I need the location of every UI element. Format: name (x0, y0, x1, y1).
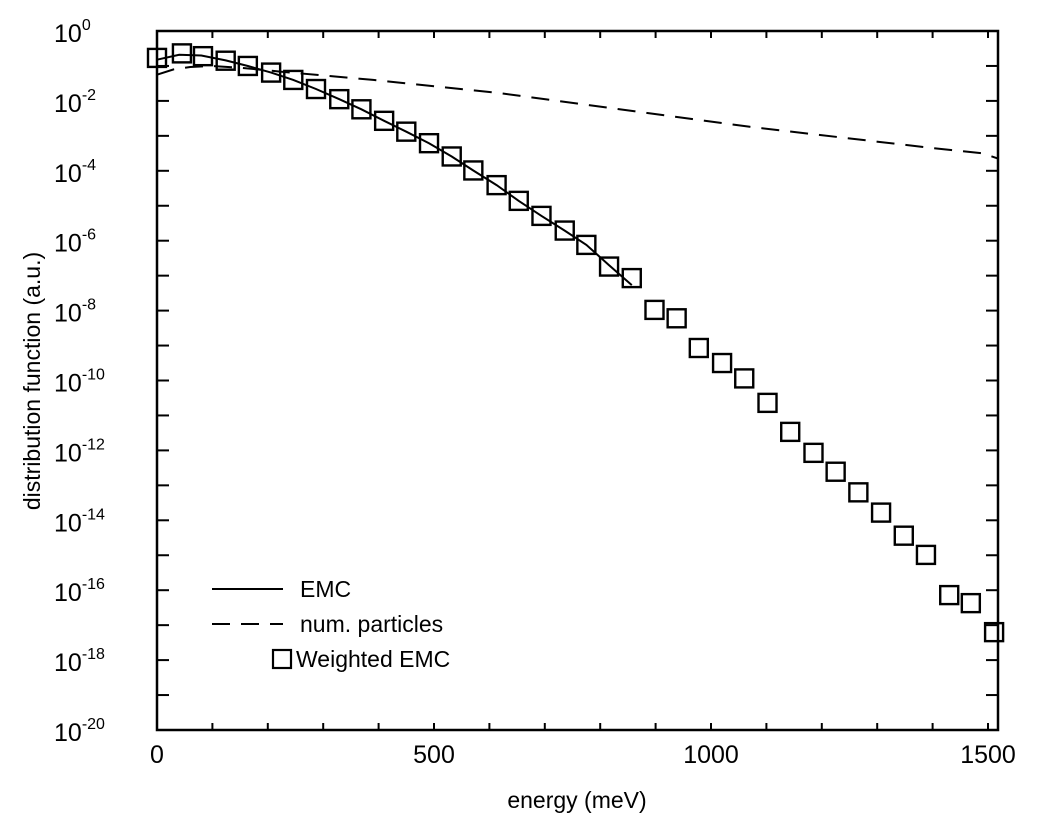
weighted-emc-marker (711, 352, 733, 374)
y-tick-base: 10 (54, 439, 82, 467)
weighted-emc-marker (486, 174, 507, 196)
y-tick-base: 10 (54, 230, 82, 258)
y-tick-base: 10 (54, 719, 82, 747)
weighted-emc-marker (351, 99, 372, 120)
y-tick-label: 10-10 (54, 367, 105, 398)
y-tick-exponent: 0 (82, 17, 91, 34)
x-tick-label: 0 (150, 741, 164, 769)
weighted-emc-marker (621, 267, 642, 289)
weighted-emc-marker (666, 308, 687, 329)
weighted-emc-marker (329, 88, 350, 110)
weighted-emc-marker (554, 220, 575, 241)
weighted-emc-marker (803, 442, 824, 464)
legend-label: EMC (300, 576, 351, 602)
plot-frame (155, 29, 1000, 732)
emc-line (156, 53, 633, 286)
x-tick-label: 1500 (960, 741, 1016, 769)
weighted-emc-marker (305, 78, 327, 100)
y-tick-base: 10 (54, 649, 82, 677)
weighted-emc-marker (237, 55, 259, 77)
weighted-emc-marker (780, 421, 801, 443)
y-tick-base: 10 (54, 160, 82, 188)
num-particles-line (156, 64, 999, 160)
axes (155, 29, 1000, 732)
y-tick-base: 10 (54, 20, 82, 48)
weighted-emc-marker (825, 461, 846, 482)
y-tick-exponent: -16 (82, 576, 105, 593)
y-tick-exponent: -18 (82, 646, 105, 663)
weighted-emc-marker (598, 256, 620, 277)
y-tick-base: 10 (54, 370, 82, 398)
weighted-emc-marker (373, 110, 395, 132)
weighted-emc-marker (688, 337, 710, 359)
weighted-emc-marker (848, 482, 869, 503)
weighted-emc-marker (508, 190, 529, 212)
legend: EMC num. particles Weighted EMC (212, 576, 450, 672)
y-tick-label: 10-6 (54, 227, 96, 258)
weighted-emc-marker (215, 50, 236, 71)
weighted-emc-marker (960, 592, 982, 614)
weighted-emc-marker (531, 205, 552, 227)
y-tick-label: 10-12 (54, 436, 105, 467)
weighted-emc-marker (418, 132, 440, 154)
weighted-emc-marker (734, 368, 755, 389)
weighted-emc-marker (171, 43, 193, 64)
y-tick-exponent: -4 (82, 157, 96, 174)
y-tick-exponent: -6 (82, 227, 96, 244)
tick-labels: 0 500 1000 150010010-210-410-610-810-1010-1… (54, 17, 1016, 769)
y-tick-label: 10-14 (54, 506, 105, 537)
y-tick-exponent: -10 (82, 367, 105, 384)
legend-weighted-emc-swatch (271, 648, 293, 670)
y-tick-base: 10 (54, 579, 82, 607)
y-tick-exponent: -8 (82, 297, 96, 314)
legend-label: num. particles (300, 611, 443, 637)
weighted-emc-marker (396, 121, 417, 142)
y-axis-label: distribution function (a.u.) (19, 252, 45, 510)
y-tick-base: 10 (54, 509, 82, 537)
legend-label: Weighted EMC (296, 646, 450, 672)
weighted-emc-marker (893, 525, 914, 546)
x-tick-label: 1000 (683, 741, 739, 769)
y-tick-exponent: -12 (82, 436, 105, 453)
y-tick-base: 10 (54, 90, 82, 118)
weighted-emc-marker (576, 234, 597, 256)
weighted-emc-marker (870, 502, 892, 523)
y-tick-label: 10-4 (54, 157, 96, 188)
y-tick-label: 10-8 (54, 297, 96, 328)
weighted-emc-marker (441, 146, 462, 167)
weighted-emc-marker (939, 584, 960, 606)
weighted-emc-marker (260, 62, 282, 83)
weighted-emc-marker (757, 392, 778, 414)
weighted-emc-marker (463, 160, 484, 181)
weighted-emc-marker (915, 544, 937, 566)
y-tick-exponent: -2 (82, 87, 96, 104)
weighted-emc-marker (644, 299, 665, 321)
y-tick-label: 10-18 (54, 646, 105, 677)
weighted-emc-marker (283, 69, 304, 91)
y-tick-label: 10-20 (54, 716, 105, 747)
y-tick-exponent: -14 (82, 506, 105, 523)
y-tick-base: 10 (54, 300, 82, 328)
x-tick-label: 500 (413, 741, 455, 769)
y-tick-exponent: -20 (82, 716, 105, 733)
plot-marks (146, 43, 1005, 643)
weighted-emc-marker (983, 621, 1005, 643)
x-axis-label: energy (meV) (507, 787, 646, 813)
weighted-emc-marker (192, 45, 214, 67)
y-tick-label: 10-2 (54, 87, 96, 118)
y-tick-label: 10-16 (54, 576, 105, 607)
y-tick-label: 100 (54, 17, 91, 48)
